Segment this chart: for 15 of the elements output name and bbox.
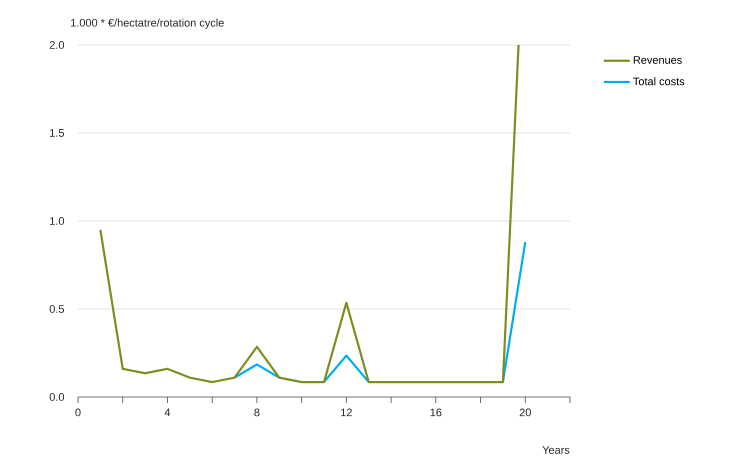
x-axis-title: Years — [542, 446, 570, 454]
y-axis-title: 1.000 * €/hectatre/rotation cycle — [71, 18, 224, 29]
y-tick-label: 1.0 — [50, 217, 64, 225]
x-tick-label: 16 — [430, 408, 442, 416]
legend-label: Revenues — [634, 56, 682, 64]
x-tick-label: 20 — [520, 408, 531, 416]
x-tick-label: 8 — [254, 408, 260, 416]
y-tick-label: 2.0 — [50, 41, 64, 49]
x-tick-label: 0 — [75, 408, 81, 416]
y-tick-label: 0.0 — [50, 393, 64, 401]
x-tick-label: 4 — [164, 408, 170, 416]
y-tick-label: 0.5 — [50, 305, 64, 313]
legend-label: Total costs — [633, 77, 684, 86]
y-tick-label: 1.5 — [50, 129, 64, 137]
x-tick-label: 12 — [341, 408, 352, 416]
